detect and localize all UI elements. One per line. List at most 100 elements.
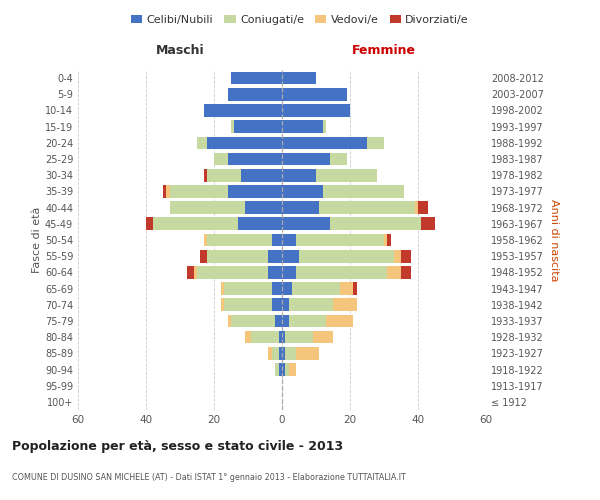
Bar — [282, 104, 350, 117]
Bar — [353, 282, 357, 295]
Bar — [187, 266, 194, 278]
Bar — [282, 298, 289, 311]
Bar — [241, 169, 282, 181]
Bar — [286, 363, 289, 376]
Bar — [289, 314, 326, 328]
Bar — [282, 72, 316, 85]
Bar — [289, 363, 296, 376]
Bar — [224, 298, 272, 311]
Bar — [329, 152, 347, 166]
Bar — [238, 218, 282, 230]
Bar — [251, 331, 278, 344]
Bar — [268, 250, 282, 262]
Bar — [282, 331, 286, 344]
Bar — [340, 282, 353, 295]
Bar — [245, 202, 282, 214]
Bar — [313, 331, 333, 344]
Bar — [197, 266, 268, 278]
Bar — [384, 234, 388, 246]
Bar — [224, 282, 272, 295]
Bar — [296, 234, 384, 246]
Bar — [204, 104, 282, 117]
Bar — [221, 298, 224, 311]
Bar — [214, 152, 227, 166]
Bar — [282, 266, 296, 278]
Bar — [235, 120, 282, 133]
Bar — [282, 185, 323, 198]
Bar — [272, 347, 278, 360]
Y-axis label: Anni di nascita: Anni di nascita — [549, 198, 559, 281]
Bar — [170, 202, 245, 214]
Bar — [282, 218, 329, 230]
Bar — [207, 250, 268, 262]
Bar — [272, 298, 282, 311]
Text: Femmine: Femmine — [352, 44, 416, 57]
Bar — [292, 282, 340, 295]
Bar — [268, 347, 272, 360]
Bar — [272, 234, 282, 246]
Bar — [286, 331, 313, 344]
Bar — [227, 314, 231, 328]
Bar — [316, 169, 377, 181]
Bar — [296, 266, 388, 278]
Bar — [231, 72, 282, 85]
Bar — [282, 234, 296, 246]
Bar — [221, 282, 224, 295]
Bar — [282, 88, 347, 101]
Bar — [282, 314, 289, 328]
Bar — [207, 234, 272, 246]
Bar — [278, 363, 282, 376]
Bar — [326, 314, 353, 328]
Bar — [282, 169, 316, 181]
Bar — [207, 169, 241, 181]
Bar — [329, 218, 421, 230]
Bar — [278, 331, 282, 344]
Bar — [170, 185, 227, 198]
Bar — [388, 266, 401, 278]
Bar — [394, 250, 401, 262]
Bar — [282, 347, 286, 360]
Bar — [296, 347, 319, 360]
Bar — [282, 250, 299, 262]
Bar — [421, 218, 435, 230]
Bar — [278, 347, 282, 360]
Bar — [207, 136, 282, 149]
Bar — [323, 120, 326, 133]
Bar — [275, 314, 282, 328]
Bar — [401, 250, 411, 262]
Bar — [227, 88, 282, 101]
Bar — [367, 136, 384, 149]
Y-axis label: Fasce di età: Fasce di età — [32, 207, 42, 273]
Bar — [415, 202, 418, 214]
Bar — [289, 298, 333, 311]
Bar — [268, 266, 282, 278]
Bar — [388, 234, 391, 246]
Bar — [282, 363, 286, 376]
Bar — [282, 136, 367, 149]
Bar — [418, 202, 428, 214]
Bar — [227, 152, 282, 166]
Bar — [194, 266, 197, 278]
Bar — [275, 363, 278, 376]
Text: COMUNE DI DUSINO SAN MICHELE (AT) - Dati ISTAT 1° gennaio 2013 - Elaborazione TU: COMUNE DI DUSINO SAN MICHELE (AT) - Dati… — [12, 473, 406, 482]
Text: Maschi: Maschi — [155, 44, 205, 57]
Legend: Celibi/Nubili, Coniugati/e, Vedovi/e, Divorziati/e: Celibi/Nubili, Coniugati/e, Vedovi/e, Di… — [127, 10, 473, 29]
Bar — [282, 202, 319, 214]
Bar — [231, 120, 235, 133]
Bar — [299, 250, 394, 262]
Bar — [166, 185, 170, 198]
Text: Popolazione per età, sesso e stato civile - 2013: Popolazione per età, sesso e stato civil… — [12, 440, 343, 453]
Bar — [323, 185, 404, 198]
Bar — [204, 234, 207, 246]
Bar — [227, 185, 282, 198]
Bar — [146, 218, 153, 230]
Bar — [286, 347, 296, 360]
Bar — [245, 331, 251, 344]
Bar — [333, 298, 357, 311]
Bar — [153, 218, 238, 230]
Bar — [197, 136, 207, 149]
Bar — [204, 169, 207, 181]
Bar — [401, 266, 411, 278]
Bar — [231, 314, 275, 328]
Bar — [163, 185, 166, 198]
